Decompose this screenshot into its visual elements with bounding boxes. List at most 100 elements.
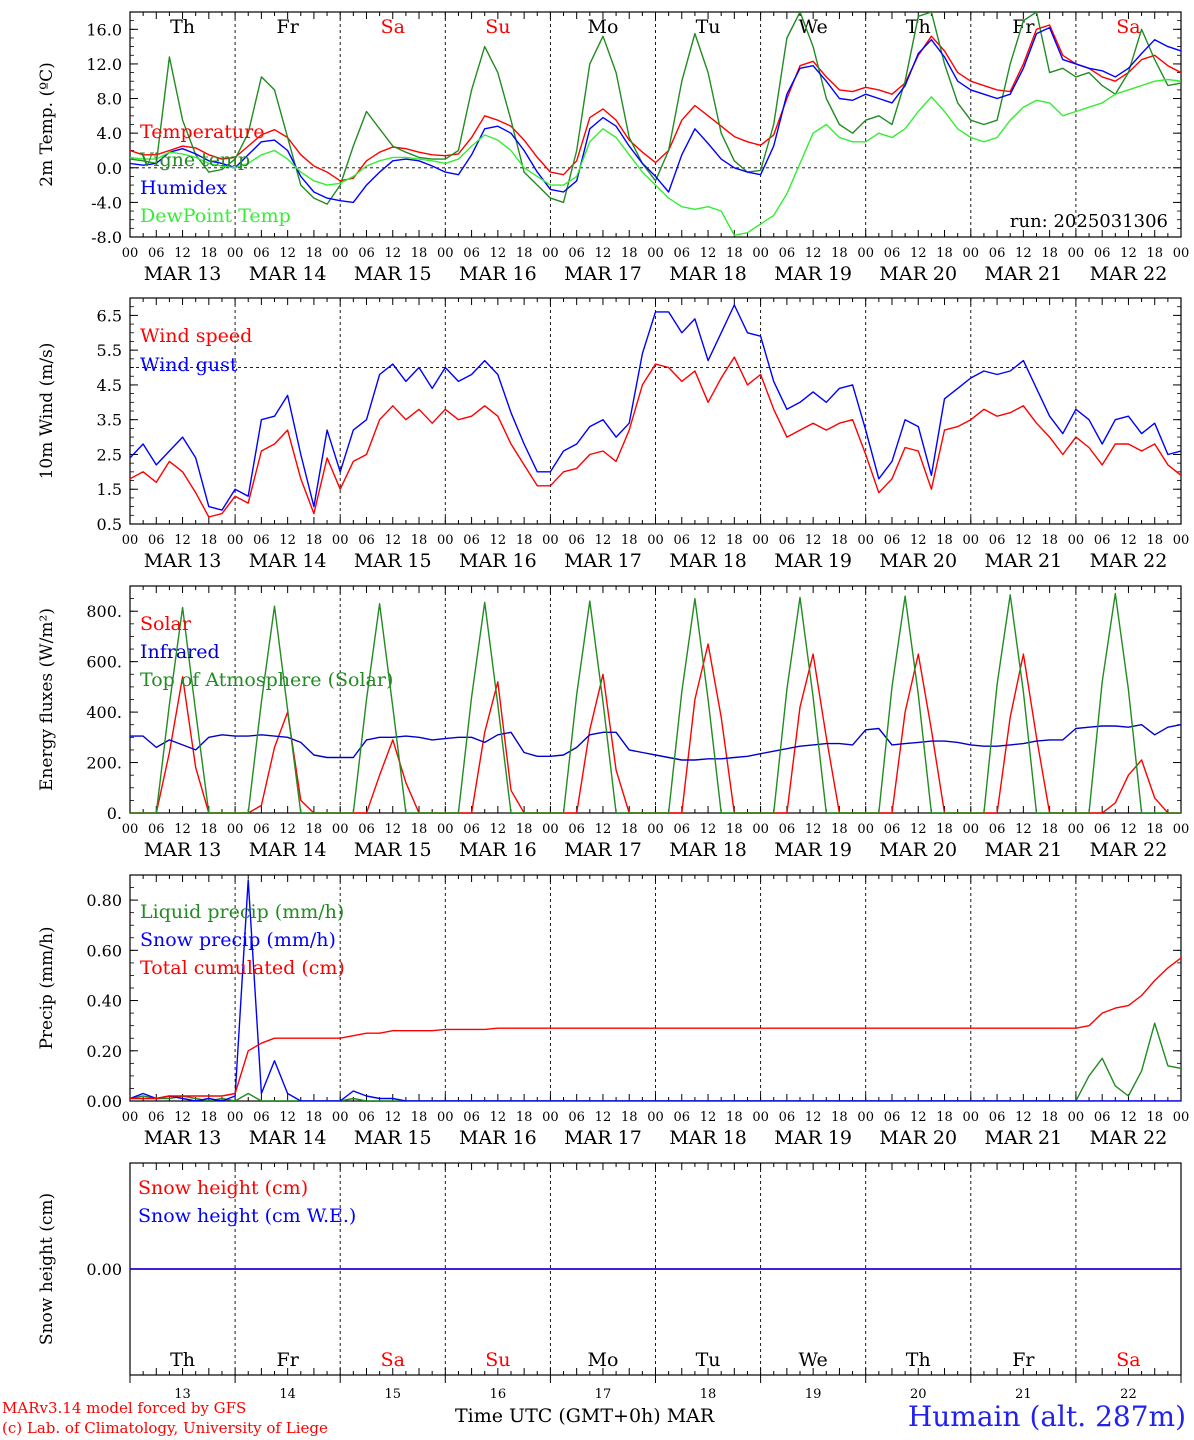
hour-tick-label: 00 <box>1173 533 1190 548</box>
hour-tick-label: 18 <box>1041 1110 1058 1125</box>
day-number-label: 13 <box>174 1387 191 1400</box>
hour-tick-label: 06 <box>358 822 375 837</box>
hour-tick-label: 00 <box>332 533 349 548</box>
hour-tick-label: 18 <box>306 533 323 548</box>
legend-entry: Infrared <box>140 641 220 663</box>
legend-entry: Solar <box>140 613 192 635</box>
legend-entry: Top of Atmosphere (Solar) <box>140 669 393 691</box>
hour-tick-label: 00 <box>647 533 664 548</box>
date-label: MAR 13 <box>144 839 222 861</box>
hour-tick-label: 12 <box>595 246 612 261</box>
hour-tick-label: 12 <box>174 246 191 261</box>
hour-tick-label: 18 <box>936 533 953 548</box>
hour-tick-label: 18 <box>201 822 218 837</box>
date-label: MAR 14 <box>249 839 327 861</box>
hour-tick-label: 06 <box>674 246 691 261</box>
y-tick-label: 0.0 <box>97 159 122 178</box>
hour-tick-label: 12 <box>490 822 507 837</box>
hour-tick-label: 18 <box>1041 533 1058 548</box>
date-label: MAR 18 <box>669 263 747 285</box>
day-number-label: 21 <box>1015 1387 1032 1400</box>
hour-tick-label: 06 <box>1094 1110 1111 1125</box>
series-line <box>130 304 1181 511</box>
hour-tick-label: 06 <box>1094 246 1111 261</box>
hour-tick-label: 06 <box>463 533 480 548</box>
y-tick-label: -4.0 <box>91 193 122 212</box>
hour-tick-label: 18 <box>411 246 428 261</box>
hour-tick-label: 18 <box>1146 246 1163 261</box>
hour-tick-label: 12 <box>805 822 822 837</box>
hour-tick-label: 18 <box>831 246 848 261</box>
hour-tick-label: 18 <box>726 533 743 548</box>
day-of-week-label: Th <box>906 1349 931 1371</box>
hour-tick-label: 18 <box>516 822 533 837</box>
hour-tick-label: 06 <box>253 246 270 261</box>
legend-entry: Humidex <box>140 177 227 199</box>
hour-tick-label: 06 <box>674 1110 691 1125</box>
day-of-week-label: Mo <box>587 16 618 38</box>
day-of-week-label: Sa <box>1116 1349 1140 1371</box>
hour-tick-label: 18 <box>621 246 638 261</box>
hour-tick-label: 06 <box>148 1110 165 1125</box>
date-label: MAR 21 <box>984 263 1062 285</box>
y-tick-label: 12.0 <box>86 55 122 74</box>
hour-tick-label: 00 <box>227 246 244 261</box>
series-line <box>130 957 1181 1100</box>
hour-tick-label: 00 <box>1173 822 1190 837</box>
series-line <box>130 643 1181 813</box>
hour-tick-label: 12 <box>700 1110 717 1125</box>
hour-tick-label: 06 <box>779 533 796 548</box>
date-label: MAR 22 <box>1090 550 1168 572</box>
hour-tick-label: 18 <box>516 1110 533 1125</box>
y-tick-label: 0.00 <box>86 1260 122 1279</box>
hour-tick-label: 06 <box>253 533 270 548</box>
hour-tick-label: 06 <box>989 822 1006 837</box>
hour-tick-label: 12 <box>700 822 717 837</box>
hour-tick-label: 18 <box>1146 1110 1163 1125</box>
hour-tick-label: 18 <box>831 1110 848 1125</box>
hour-tick-label: 12 <box>490 1110 507 1125</box>
date-label: MAR 17 <box>564 550 642 572</box>
day-of-week-label: We <box>799 1349 828 1371</box>
hour-tick-label: 00 <box>752 533 769 548</box>
date-label: MAR 21 <box>984 1127 1062 1149</box>
hour-tick-label: 06 <box>884 822 901 837</box>
date-label: MAR 17 <box>564 263 642 285</box>
hour-tick-label: 06 <box>148 246 165 261</box>
hour-tick-label: 00 <box>542 246 559 261</box>
hour-tick-label: 00 <box>332 1110 349 1125</box>
y-tick-label: 600. <box>86 653 122 672</box>
time-axis-label: Time UTC (GMT+0h) MAR <box>455 1405 715 1427</box>
y-tick-label: -8.0 <box>91 228 122 247</box>
panel-frame <box>129 11 1182 238</box>
hour-tick-label: 00 <box>1068 1110 1085 1125</box>
series-line <box>130 356 1181 518</box>
hour-tick-label: 12 <box>174 822 191 837</box>
day-of-week-label: Th <box>170 1349 195 1371</box>
day-number-label: 16 <box>490 1387 507 1400</box>
y-tick-label: 800. <box>86 602 122 621</box>
day-of-week-label: Th <box>170 16 195 38</box>
date-label: MAR 18 <box>669 550 747 572</box>
hour-tick-label: 06 <box>674 533 691 548</box>
series-line <box>130 12 1181 205</box>
hour-tick-label: 12 <box>279 533 296 548</box>
hour-tick-label: 06 <box>358 533 375 548</box>
series-line <box>130 78 1181 237</box>
hour-tick-label: 06 <box>463 822 480 837</box>
hour-tick-label: 00 <box>542 822 559 837</box>
hour-tick-label: 00 <box>857 533 874 548</box>
hour-tick-label: 06 <box>884 246 901 261</box>
day-of-week-label: Sa <box>381 1349 405 1371</box>
hour-tick-label: 18 <box>516 246 533 261</box>
legend-entry: Liquid precip (mm/h) <box>140 901 344 923</box>
hour-tick-label: 00 <box>752 246 769 261</box>
hour-tick-label: 06 <box>779 246 796 261</box>
y-tick-label: 3.5 <box>97 411 122 430</box>
hour-tick-label: 06 <box>568 822 585 837</box>
hour-tick-label: 00 <box>542 1110 559 1125</box>
hour-tick-label: 00 <box>227 822 244 837</box>
hour-tick-label: 12 <box>1120 246 1137 261</box>
hour-tick-label: 18 <box>621 533 638 548</box>
y-tick-label: 0.5 <box>97 515 122 534</box>
